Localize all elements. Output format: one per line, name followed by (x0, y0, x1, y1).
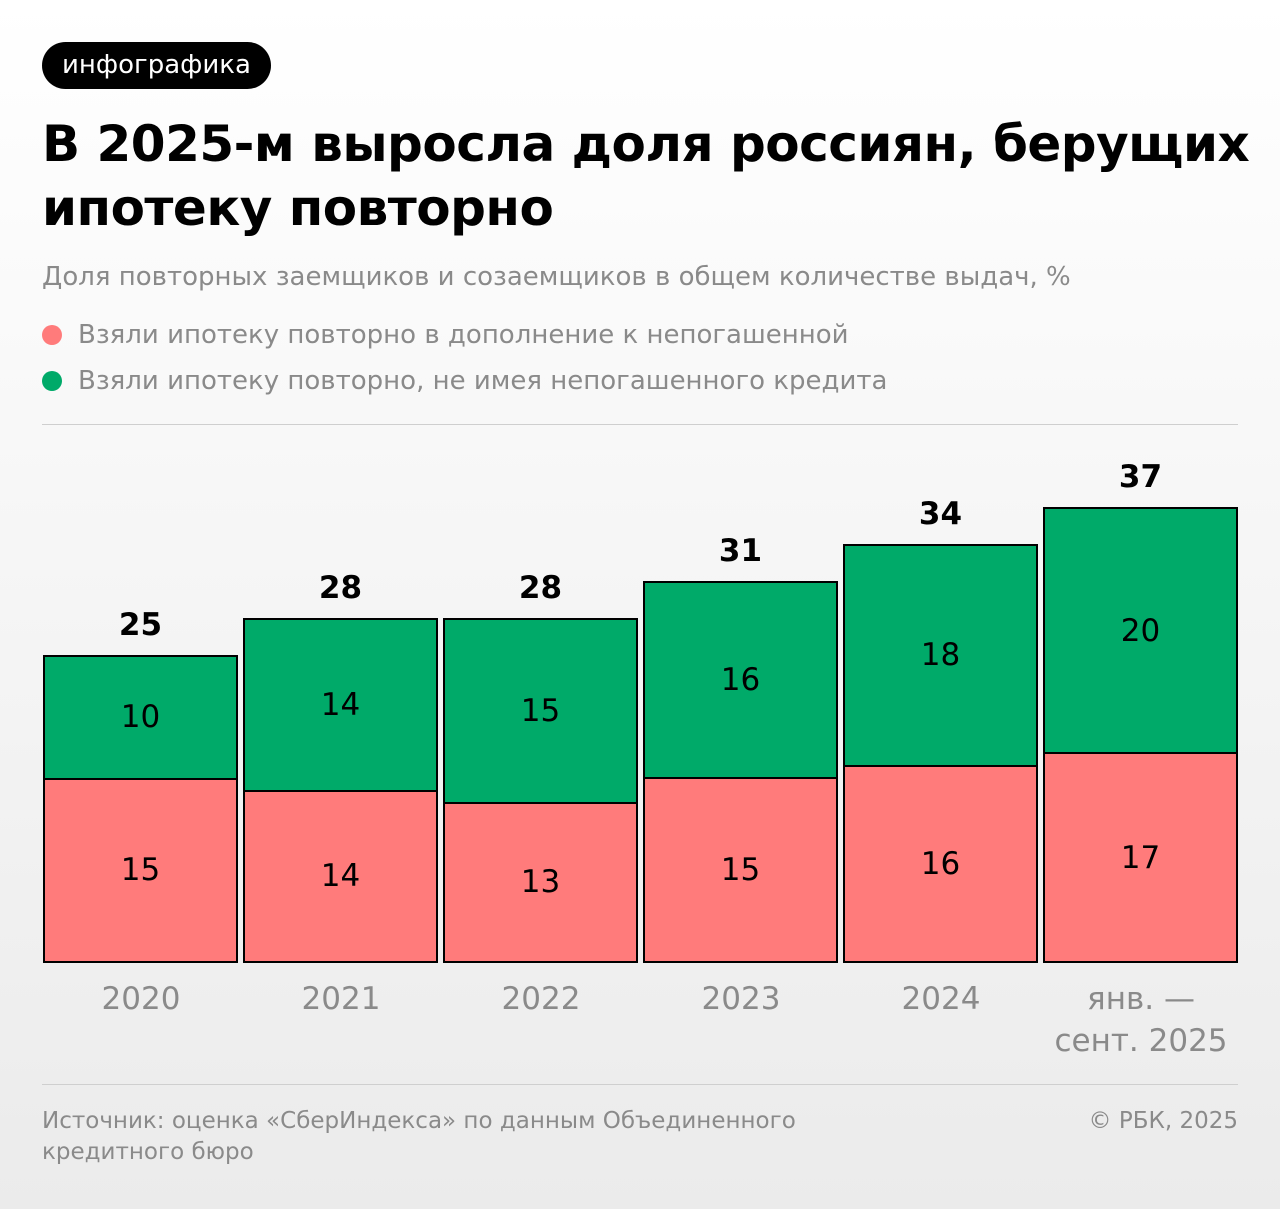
bar-segment: 13 (445, 803, 636, 961)
total-label: 31 (718, 533, 763, 570)
bar-stack: 16 18 (843, 544, 1038, 963)
value-label: 14 (320, 858, 361, 895)
bar-stack: 15 16 (643, 581, 838, 963)
legend-label: Взяли ипотеку повторно в дополнение к не… (78, 320, 849, 350)
value-label: 16 (920, 845, 961, 882)
copyright: © РБК, 2025 (1088, 1108, 1238, 1134)
x-tick-label: 2024 (901, 981, 981, 1017)
bar-segment: 16 (845, 766, 1036, 961)
bar-stack: 14 14 (243, 618, 438, 963)
total-label: 28 (318, 570, 363, 607)
x-tick-label: 2022 (501, 981, 581, 1017)
value-label: 15 (520, 692, 561, 729)
legend-label: Взяли ипотеку повторно, не имея непогаше… (78, 366, 888, 396)
x-tick-label: 2023 (701, 981, 781, 1017)
chart-subtitle: Доля повторных заемщиков и созаемщиков в… (42, 262, 1071, 292)
badge: инфографика (42, 42, 271, 89)
bar-segment: 17 (1045, 754, 1236, 961)
value-label: 10 (120, 699, 161, 736)
legend-swatch (42, 325, 62, 345)
bar-segment: 15 (645, 779, 836, 961)
total-label: 37 (1118, 459, 1163, 496)
x-tick-label: 2021 (301, 981, 381, 1017)
value-label: 20 (1120, 612, 1161, 649)
bar-segment: 14 (245, 791, 436, 961)
value-label: 15 (720, 852, 761, 889)
legend-item: Взяли ипотеку повторно, не имея непогаше… (42, 366, 887, 396)
chart-title: В 2025-м выросла доля россиян, берущих и… (42, 115, 1250, 237)
total-label: 28 (518, 570, 563, 607)
value-label: 16 (720, 662, 761, 699)
divider (42, 1084, 1238, 1085)
value-label: 14 (320, 686, 361, 723)
legend-item: Взяли ипотеку повторно в дополнение к не… (42, 320, 849, 350)
value-label: 13 (520, 864, 561, 901)
bar-segment: 18 (845, 546, 1036, 767)
bar-segment: 14 (245, 620, 436, 792)
value-label: 15 (120, 852, 161, 889)
bar-segment: 15 (45, 779, 236, 961)
divider (42, 424, 1238, 425)
bar-stack: 13 15 (443, 618, 638, 963)
bar-segment: 10 (45, 657, 236, 780)
legend-swatch (42, 371, 62, 391)
bar-stack: 15 10 (43, 655, 238, 963)
source: Источник: оценка «СберИндекса» по данным… (42, 1108, 796, 1165)
bar-segment: 15 (445, 620, 636, 804)
value-label: 18 (920, 637, 961, 674)
bar-segment: 20 (1045, 509, 1236, 755)
x-tick-label: 2020 (101, 981, 181, 1017)
total-label: 25 (118, 607, 163, 643)
total-label: 34 (918, 496, 963, 533)
bar-stack: 17 20 (1043, 507, 1238, 963)
value-label: 17 (1120, 839, 1161, 876)
bar-segment: 16 (645, 583, 836, 780)
x-tick-label: янв. — сент. 2025 (1054, 981, 1228, 1059)
